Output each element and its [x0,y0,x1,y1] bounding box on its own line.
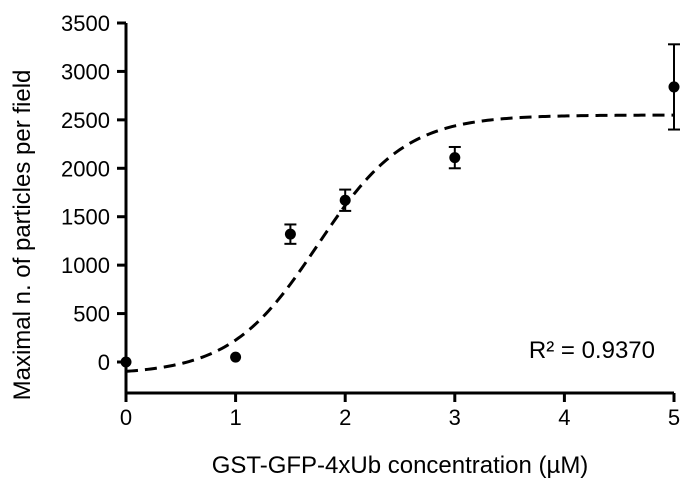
fit-curve [125,113,675,373]
data-point [284,228,296,240]
data-point [449,152,461,164]
data-points [120,43,680,368]
y-ticks: 0 500 1000 1500 2000 2500 3000 3500 [61,11,126,375]
data-point [339,194,351,206]
data-point [668,81,680,93]
y-tick-label: 2500 [61,108,110,133]
x-tick-label: 3 [449,405,461,430]
y-tick-label: 2000 [61,156,110,181]
y-tick-label: 1000 [61,253,110,278]
x-tick-label: 4 [558,405,570,430]
x-tick-label: 5 [668,405,680,430]
x-ticks: 0 1 2 3 4 5 [120,393,680,430]
y-tick-label: 0 [98,350,110,375]
x-axis-label: GST-GFP-4xUb concentration (µM) [212,452,589,479]
x-tick-label: 2 [339,405,351,430]
y-axis-label: Maximal n. of particles per field [9,70,36,401]
x-axis: 0 1 2 3 4 5 [120,391,680,430]
x-tick-label: 0 [120,405,132,430]
y-tick-label: 3000 [61,59,110,84]
y-tick-label: 3500 [61,11,110,36]
data-point [120,356,132,368]
y-tick-label: 500 [73,302,110,327]
x-tick-label: 1 [229,405,241,430]
data-point [230,351,242,363]
y-axis: 0 500 1000 1500 2000 2500 3000 3500 [61,11,128,393]
y-tick-label: 1500 [61,205,110,230]
r-squared-annotation: R² = 0.9370 [529,337,655,364]
